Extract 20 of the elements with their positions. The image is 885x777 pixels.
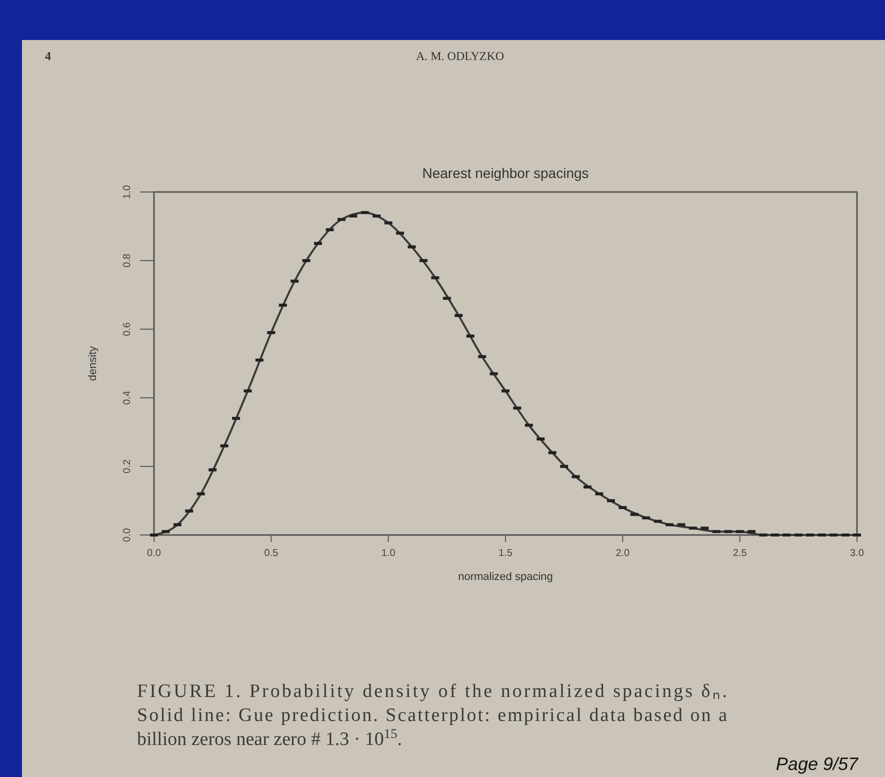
x-tick-label: 1.5 xyxy=(498,548,513,559)
y-tick-label: 0.8 xyxy=(122,253,133,268)
chart-title: Nearest neighbor spacings xyxy=(422,165,589,181)
y-tick-label: 0.0 xyxy=(122,528,133,542)
x-tick-label: 1.0 xyxy=(381,548,396,559)
x-tick-label: 0.0 xyxy=(147,548,162,559)
x-tick-label: 2.5 xyxy=(732,548,748,559)
x-axis-title: normalized spacing xyxy=(458,571,553,583)
text: A. M. ODLYZKO xyxy=(416,49,504,63)
y-tick-label: 1.0 xyxy=(122,184,133,199)
x-tick-label: 2.0 xyxy=(616,548,630,559)
y-tick-label: 0.6 xyxy=(122,322,133,336)
y-tick-label: 0.4 xyxy=(122,390,133,405)
text: 4 xyxy=(45,49,51,63)
x-tick-label: 0.5 xyxy=(264,548,279,559)
text: Page 9/57 xyxy=(776,754,859,774)
caption: FIGURE 1. Probability density of the normalized spacings δₙ. Solid line: Gue prediction. Scatterplot: empirical data based on a billion zeros near zero # 1.3 · 10$^{15}$. xyxy=(137,681,728,750)
y-tick-label: 0.2 xyxy=(122,459,133,474)
y-axis-title: density xyxy=(87,346,99,381)
x-tick-label: 3.0 xyxy=(850,548,864,559)
